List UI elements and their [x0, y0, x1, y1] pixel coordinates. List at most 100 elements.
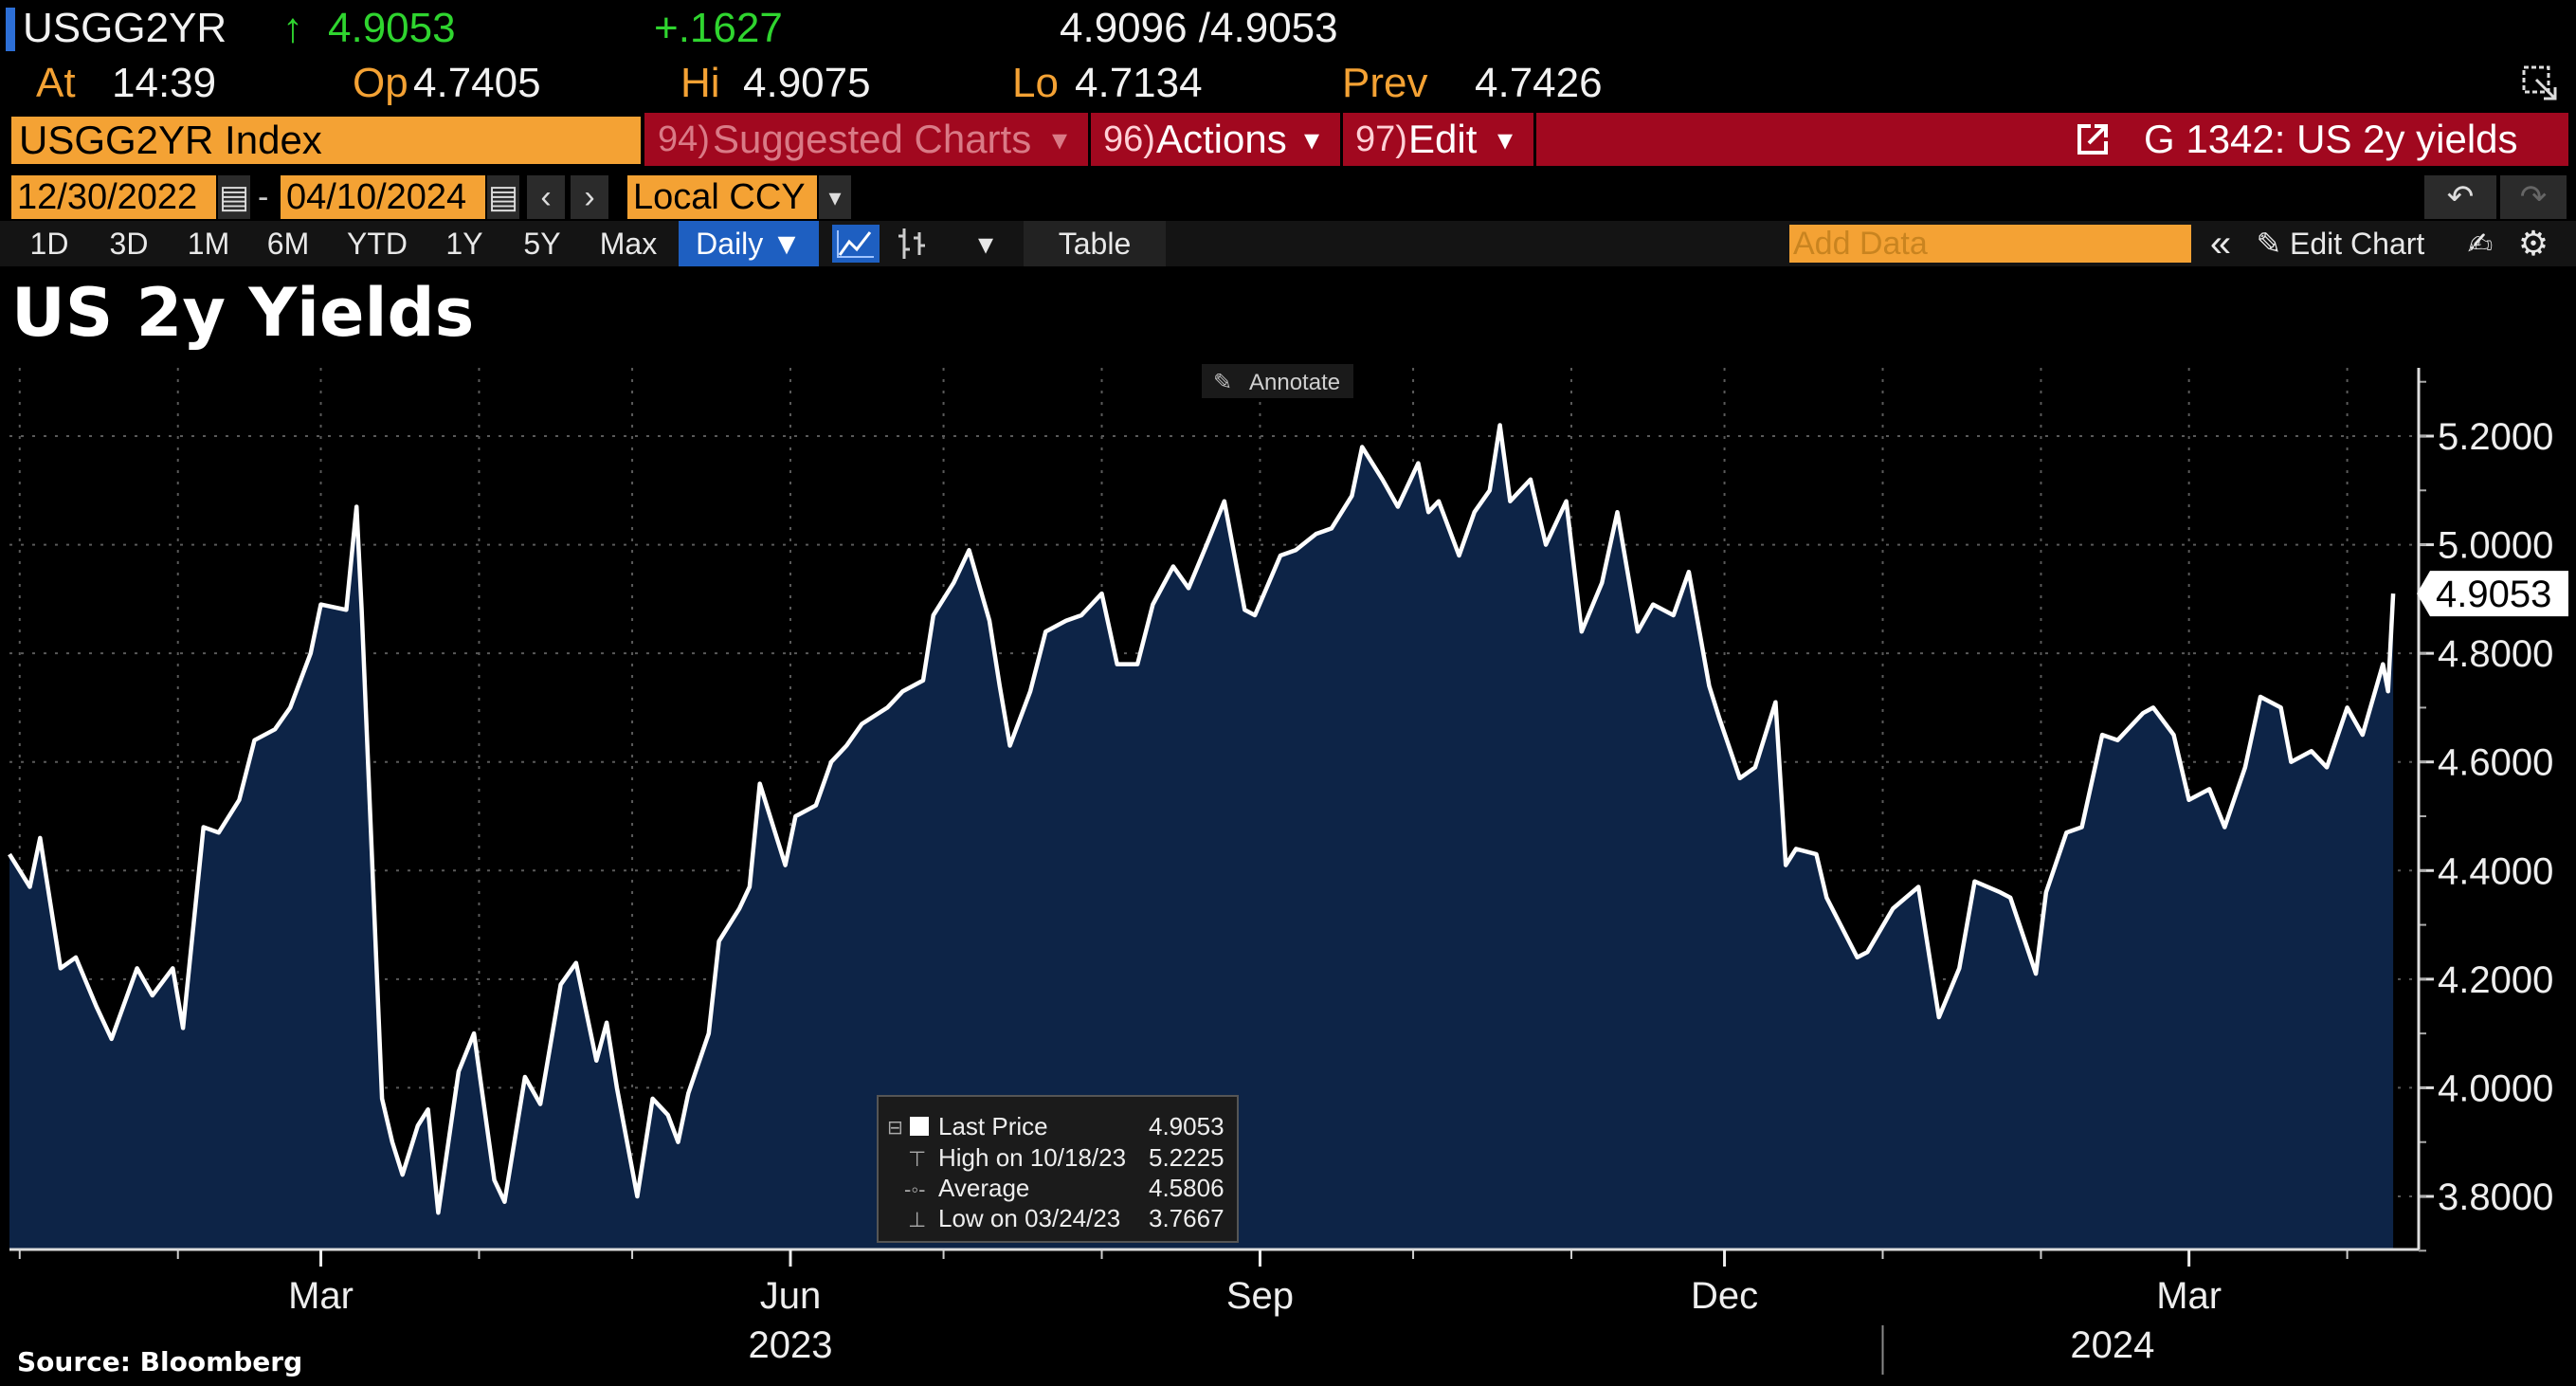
annotate-button[interactable]: ✎ Annotate [1202, 364, 1353, 398]
legend-row-high: ⊤ High on 10/18/23 5.2225 [908, 1143, 1225, 1172]
menu-divider [1340, 113, 1343, 166]
high-value: 4.9075 [743, 60, 871, 106]
quote-header-row: USGG2YR ↑ 4.9053 +.1627 4.9096 /4.9053 [0, 0, 2576, 57]
period-1m[interactable]: 1M [187, 227, 230, 261]
period-1y[interactable]: 1Y [445, 227, 483, 261]
suggested-charts-number: 94) [658, 119, 710, 159]
security-field[interactable]: USGG2YR Index [11, 117, 641, 164]
x-tick-label: Dec [1691, 1275, 1758, 1317]
period-ytd[interactable]: YTD [347, 227, 408, 261]
period-max[interactable]: Max [599, 227, 658, 261]
up-arrow-icon: ↑ [282, 5, 303, 51]
actions-number: 96) [1103, 119, 1155, 159]
edit-chart-button[interactable]: Edit Chart [2290, 227, 2425, 261]
legend-row-average: -◦- Average 4.5806 [904, 1174, 1225, 1202]
chevron-down-icon: ▾ [1304, 122, 1320, 156]
chevron-right-icon[interactable]: › [571, 175, 608, 219]
annotate-pen-icon[interactable]: ✍ [2467, 227, 2494, 261]
annotate-label: Annotate [1249, 370, 1340, 395]
popout-icon[interactable] [2521, 64, 2559, 102]
gear-icon[interactable]: ⚙ [2517, 224, 2549, 263]
calendar-icon[interactable]: ▤ [218, 175, 250, 219]
pencil-icon: ✎ [1213, 370, 1232, 395]
y-tick-label: 5.2000 [2438, 416, 2553, 458]
frequency-select[interactable]: Daily ▼ [679, 221, 819, 266]
ticker-symbol[interactable]: USGG2YR [23, 5, 227, 51]
table-button[interactable]: Table [1024, 221, 1166, 266]
x-tick-label: Jun [760, 1275, 822, 1317]
chevron-left-icon[interactable]: ‹ [527, 175, 565, 219]
bid-ask: 4.9096 /4.9053 [1060, 5, 1338, 51]
currency-select[interactable]: Local CCY [627, 175, 817, 219]
undo-icon[interactable]: ↶ [2424, 175, 2496, 219]
redo-icon[interactable]: ↷ [2500, 175, 2567, 219]
menu-divider [1088, 113, 1091, 166]
date-dash: - [258, 179, 269, 215]
y-tick-label: 3.8000 [2438, 1176, 2553, 1218]
high-label: Hi [680, 60, 720, 106]
period-1d[interactable]: 1D [29, 227, 69, 261]
period-5y[interactable]: 5Y [523, 227, 561, 261]
red-menu-bar: 94) Suggested Charts ▾ 96) Actions ▾ 97)… [644, 113, 2568, 166]
y-tick-label: 4.4000 [2438, 850, 2553, 892]
legend-label: Low on 03/24/23 [938, 1204, 1120, 1232]
low-label: Lo [1012, 60, 1059, 106]
chevron-down-icon: ▾ [1497, 122, 1514, 156]
y-tick-label: 4.8000 [2438, 633, 2553, 675]
actions-menu[interactable]: Actions [1156, 117, 1287, 161]
edit-menu[interactable]: Edit [1408, 117, 1478, 161]
add-data-input[interactable]: Add Data [1789, 225, 2191, 263]
chart-title: US 2y Yields [11, 274, 475, 352]
y-tick-label: 5.0000 [2438, 525, 2553, 567]
price-chart[interactable]: 3.8000 4.0000 4.2000 4.4000 4.6000 4.8000 5.00… [0, 351, 2576, 1375]
x-tick-label: Mar [2156, 1275, 2222, 1317]
external-link-icon[interactable] [2074, 120, 2112, 158]
collapse-icon[interactable]: « [2209, 223, 2232, 264]
chart-id: G 1342: US 2y yields [2144, 117, 2518, 161]
x-tick-label: Sep [1226, 1275, 1294, 1317]
legend-value: 4.5806 [1149, 1174, 1225, 1202]
x-year-label: 2024 [2070, 1324, 2154, 1366]
period-6m[interactable]: 6M [266, 227, 310, 261]
last-price-tag-label: 4.9053 [2436, 574, 2551, 615]
period-3d[interactable]: 3D [109, 227, 149, 261]
suggested-charts-menu[interactable]: Suggested Charts [713, 117, 1032, 161]
last-price: 4.9053 [328, 5, 456, 51]
legend-label: High on 10/18/23 [938, 1143, 1126, 1172]
menu-divider [1533, 113, 1536, 166]
time-label: At [36, 60, 76, 106]
y-tick-label: 4.0000 [2438, 1067, 2553, 1109]
source-note: Source: Bloomberg [17, 1346, 303, 1377]
x-axis: Mar Jun Sep Dec Mar 2023 2024 [9, 1248, 2419, 1375]
edit-number: 97) [1355, 119, 1407, 159]
legend-value: 3.7667 [1149, 1204, 1225, 1232]
line-chart-icon[interactable] [832, 225, 880, 263]
last-price-tag: 4.9053 [2417, 571, 2568, 617]
low-marker-icon: ⊥ [908, 1208, 926, 1231]
open-label: Op [353, 60, 408, 106]
time-value: 14:39 [112, 60, 217, 106]
start-date-field[interactable]: 12/30/2022 [11, 175, 216, 219]
legend-box[interactable]: ⊟ Last Price 4.9053 ⊤ High on 10/18/23 5… [877, 1095, 1239, 1243]
end-date-field[interactable]: 04/10/2024 [281, 175, 485, 219]
chevron-down-icon: ▾ [1052, 122, 1068, 156]
chevron-down-icon[interactable]: ▾ [819, 175, 851, 219]
quote-detail-row: At 14:39 Op 4.7405 Hi 4.9075 Lo 4.7134 P… [0, 55, 2576, 112]
legend-label: Average [938, 1174, 1029, 1202]
date-range-bar: 12/30/2022 ▤ - 04/10/2024 ▤ ‹ › Local CC… [0, 175, 2576, 221]
chevron-down-icon[interactable]: ▾ [977, 227, 994, 261]
legend-value: 5.2225 [1149, 1143, 1225, 1172]
price-line [8, 423, 2396, 1215]
bar-chart-icon[interactable] [889, 225, 936, 263]
collapse-box-icon: ⊟ [887, 1118, 903, 1139]
calendar-icon[interactable]: ▤ [487, 175, 519, 219]
period-toolbar: 1D 3D 1M 6M YTD 1Y 5Y Max Daily ▼ ▾ Tabl… [0, 221, 2576, 266]
low-value: 4.7134 [1075, 60, 1203, 106]
legend-swatch [910, 1117, 929, 1136]
y-axis: 3.8000 4.0000 4.2000 4.4000 4.6000 4.8000 5.00… [2417, 368, 2553, 1252]
x-tick-label: Mar [288, 1275, 354, 1317]
legend-row-low: ⊥ Low on 03/24/23 3.7667 [908, 1204, 1225, 1232]
x-year-label: 2023 [749, 1324, 833, 1366]
pencil-icon[interactable]: ✎ [2256, 227, 2282, 261]
y-tick-label: 4.2000 [2438, 959, 2553, 1001]
